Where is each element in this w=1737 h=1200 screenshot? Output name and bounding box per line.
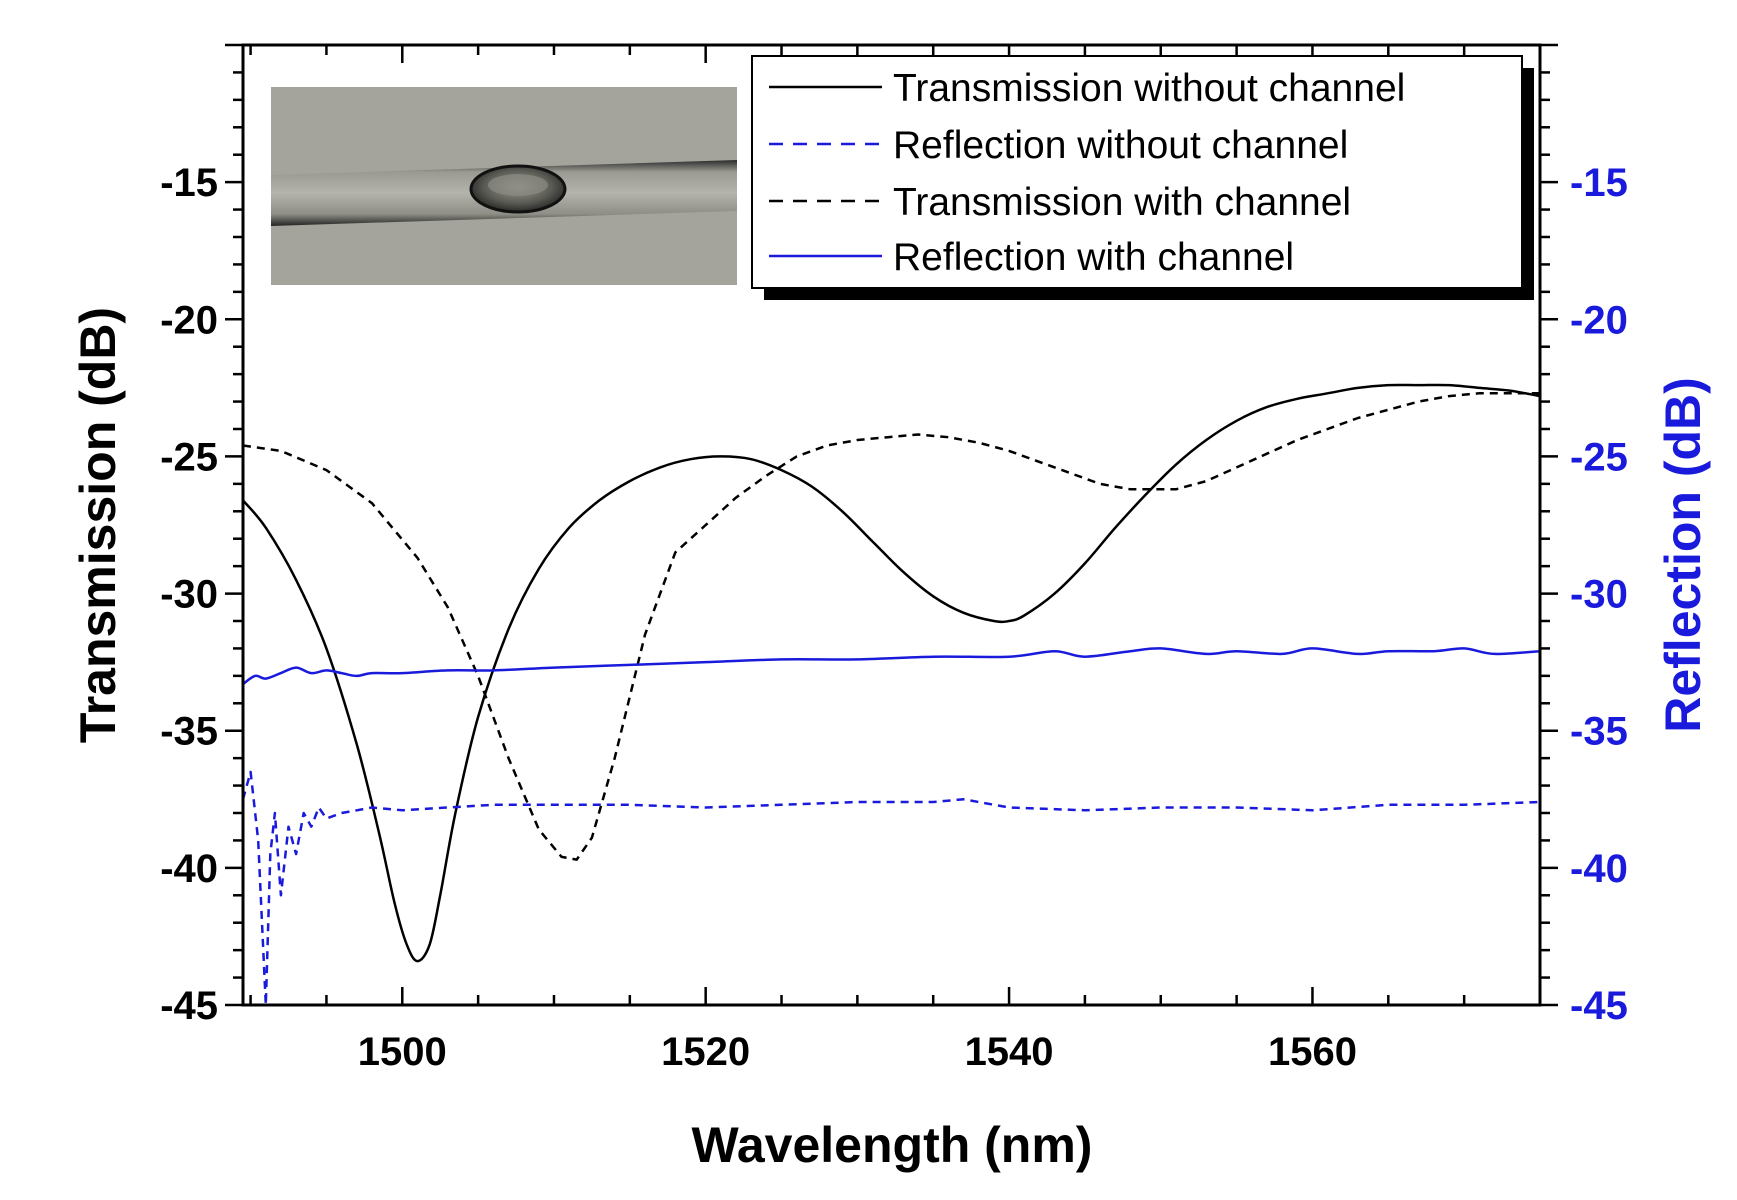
y-tick-label: -20 <box>160 298 218 342</box>
x-tick-label: 1560 <box>1268 1030 1357 1074</box>
y-tick-label: -25 <box>160 435 218 479</box>
series-transmission-with-channel <box>243 392 1540 861</box>
y2-tick-label: -40 <box>1570 847 1628 891</box>
plot-frame <box>241 43 1542 1007</box>
x-axis-title: Wavelength (nm) <box>692 1117 1093 1173</box>
y2-axis-ticks: -45 -40 -35 -30 -25 -20 -15 <box>1540 43 1628 1028</box>
y2-axis-title: Reflection (dB) <box>1655 377 1711 733</box>
inset-image <box>271 87 737 285</box>
y-tick-label: -40 <box>160 847 218 891</box>
series-reflection-with-channel <box>243 647 1540 686</box>
legend-label-transmission-with: Transmission with channel <box>893 181 1351 224</box>
y-tick-label: -15 <box>160 161 218 205</box>
x-tick-label: 1500 <box>358 1030 447 1074</box>
legend-label-reflection-with: Reflection with channel <box>893 236 1294 279</box>
x-tick-label: 1540 <box>965 1030 1054 1074</box>
y-tick-label: -35 <box>160 710 218 754</box>
y-axis-title: Transmission (dB) <box>70 307 126 743</box>
y2-tick-label: -45 <box>1570 984 1628 1028</box>
y2-tick-label: -35 <box>1570 710 1628 754</box>
x-axis-ticks: 1500 1520 1540 1560 <box>249 45 1542 1074</box>
series-transmission-without-channel <box>243 383 1540 963</box>
x-tick-label: 1520 <box>661 1030 750 1074</box>
series-layer <box>243 383 1540 1005</box>
y2-tick-label: -20 <box>1570 298 1628 342</box>
y2-tick-label: -30 <box>1570 573 1628 617</box>
y-tick-label: -45 <box>160 984 218 1028</box>
y-axis-ticks: -45 -40 -35 -30 -25 -20 -15 <box>160 43 243 1028</box>
legend-label-transmission-without: Transmission without channel <box>893 67 1405 110</box>
y2-tick-label: -15 <box>1570 161 1628 205</box>
y2-tick-label: -25 <box>1570 435 1628 479</box>
legend: Transmission without channel Reflection … <box>751 55 1534 300</box>
y-tick-label: -30 <box>160 573 218 617</box>
series-reflection-without-channel <box>243 770 1540 1005</box>
legend-label-reflection-without: Reflection without channel <box>893 124 1348 167</box>
